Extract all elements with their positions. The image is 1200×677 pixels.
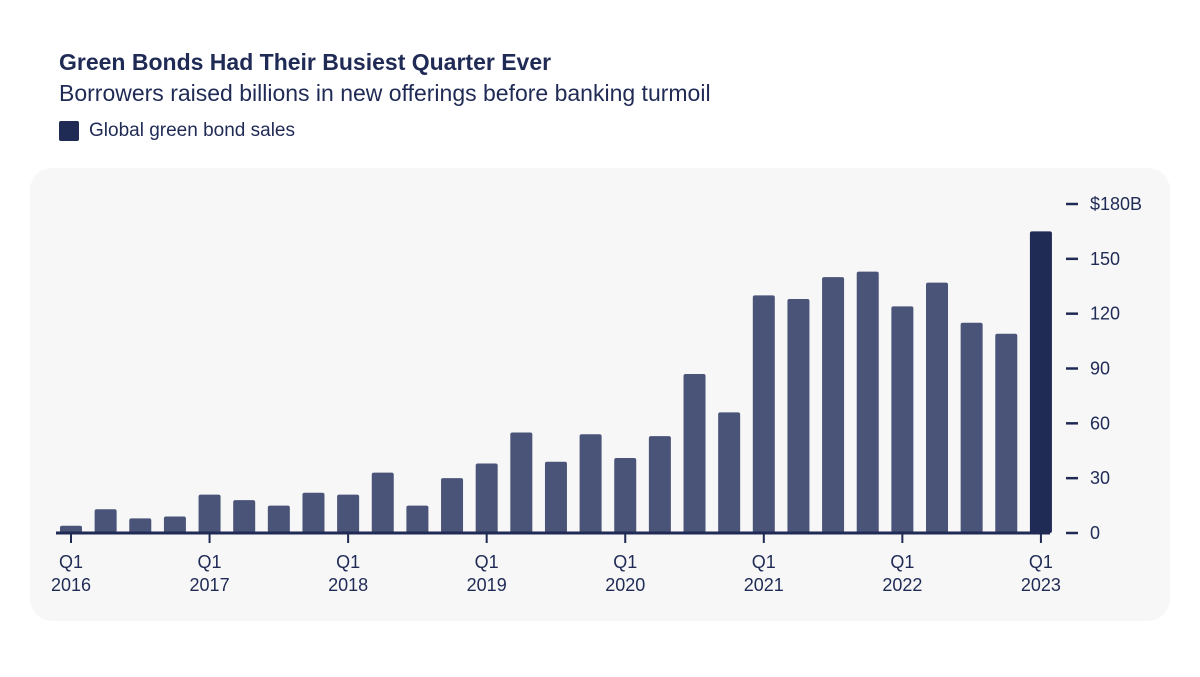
- y-tick-label: 90: [1090, 359, 1110, 379]
- bar: [337, 494, 360, 533]
- bar: [441, 478, 464, 533]
- y-tick-label: 150: [1090, 249, 1120, 269]
- bar: [614, 458, 637, 533]
- legend: Global green bond sales: [59, 120, 295, 142]
- bar: [648, 436, 671, 533]
- bar: [129, 518, 152, 533]
- x-tick-label-year: 2022: [882, 575, 922, 595]
- bar: [683, 373, 706, 533]
- bar: [510, 432, 533, 533]
- bar: [856, 271, 879, 533]
- bar: [302, 492, 325, 533]
- x-tick-label-quarter: Q1: [475, 552, 499, 572]
- bar: [163, 516, 186, 533]
- legend-swatch: [59, 121, 79, 141]
- x-tick-label-quarter: Q1: [1029, 552, 1053, 572]
- bar: [718, 412, 741, 533]
- x-tick-label-year: 2018: [328, 575, 368, 595]
- x-tick-label-year: 2017: [190, 575, 230, 595]
- bar: [926, 282, 948, 533]
- chart-subtitle: Borrowers raised billions in new offerin…: [59, 80, 711, 106]
- bar: [822, 277, 845, 533]
- x-tick-label-quarter: Q1: [59, 552, 83, 572]
- bar: [995, 333, 1018, 533]
- x-tick-label-year: 2016: [51, 575, 91, 595]
- x-tick-label-quarter: Q1: [336, 552, 360, 572]
- x-tick-label-year: 2023: [1021, 575, 1061, 595]
- x-tick-label-year: 2019: [467, 575, 507, 595]
- y-tick-label: 0: [1090, 523, 1100, 543]
- x-tick-label-year: 2021: [744, 575, 784, 595]
- bar: [1029, 231, 1052, 534]
- bar: [960, 322, 983, 533]
- y-tick-label: 120: [1090, 304, 1120, 324]
- legend-label: Global green bond sales: [89, 120, 295, 141]
- chart-title: Green Bonds Had Their Busiest Quarter Ev…: [59, 49, 552, 75]
- y-tick-label: 30: [1090, 468, 1110, 488]
- bar: [579, 434, 602, 533]
- bar: [233, 500, 256, 533]
- bar: [60, 525, 82, 533]
- x-tick-label-year: 2020: [605, 575, 645, 595]
- bar: [752, 295, 775, 533]
- x-tick-label-quarter: Q1: [613, 552, 637, 572]
- bar: [475, 463, 498, 533]
- bar: [94, 509, 117, 533]
- bar: [544, 461, 567, 533]
- x-tick-label-quarter: Q1: [198, 552, 222, 572]
- bar: [787, 299, 810, 533]
- y-tick-label: $180B: [1090, 194, 1142, 214]
- x-tick-label-quarter: Q1: [890, 552, 914, 572]
- bar: [198, 494, 221, 533]
- bar: [406, 505, 429, 533]
- bar: [891, 306, 914, 533]
- x-tick-label-quarter: Q1: [752, 552, 776, 572]
- bar: [371, 472, 394, 533]
- y-tick-label: 60: [1090, 413, 1110, 433]
- bar: [267, 505, 290, 533]
